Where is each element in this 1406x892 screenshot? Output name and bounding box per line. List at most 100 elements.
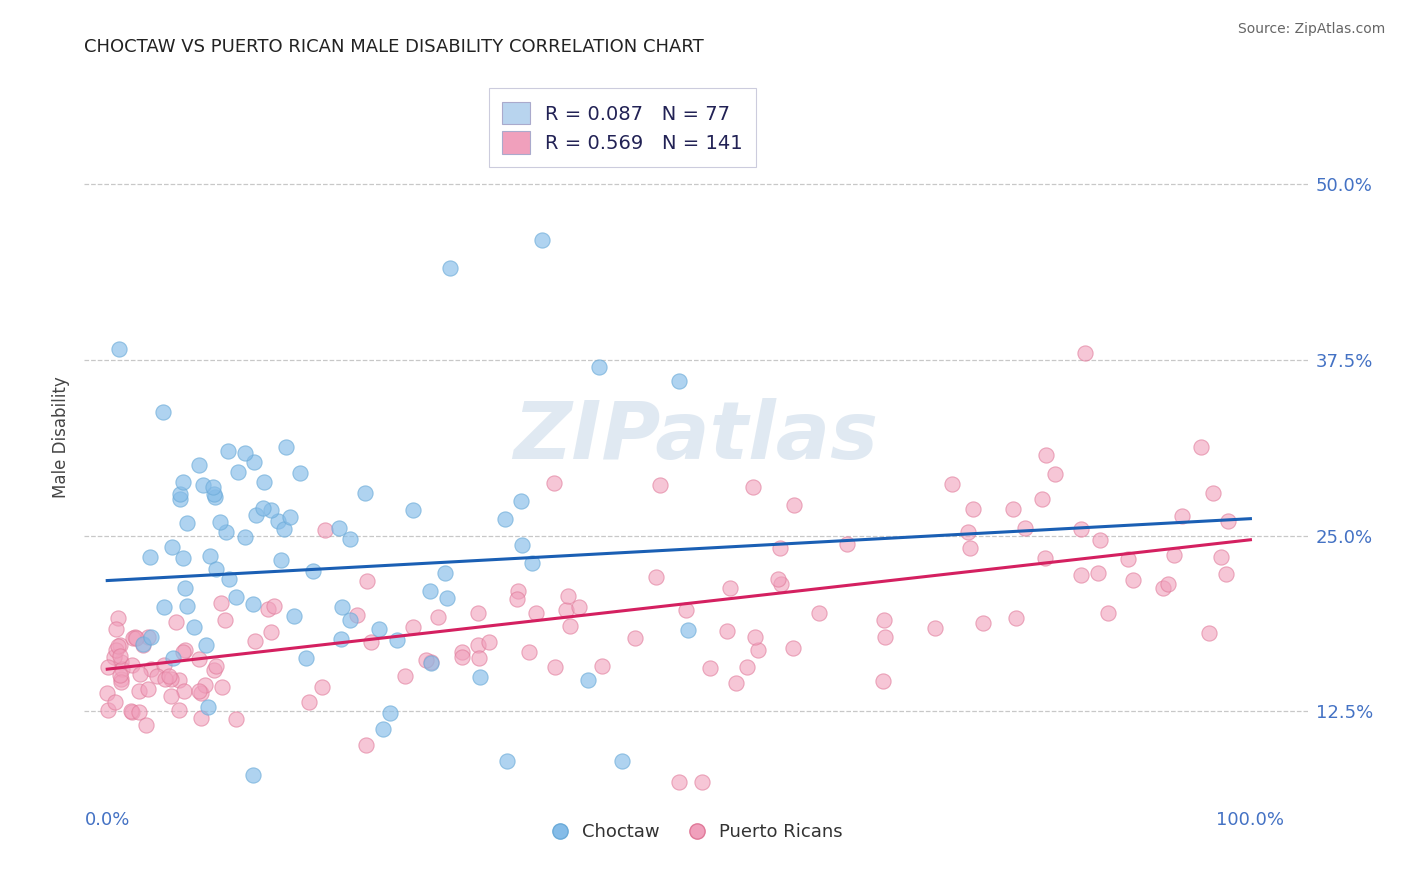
Point bbox=[108, 342, 131, 356]
Point bbox=[153, 657, 176, 672]
Point bbox=[568, 600, 591, 615]
Point bbox=[167, 703, 190, 717]
Point bbox=[274, 440, 297, 454]
Point bbox=[467, 606, 489, 620]
Point bbox=[124, 631, 146, 645]
Point bbox=[294, 650, 316, 665]
Point bbox=[1087, 566, 1109, 581]
Point bbox=[260, 624, 283, 639]
Point bbox=[167, 673, 190, 687]
Point bbox=[468, 670, 491, 684]
Point bbox=[108, 639, 131, 653]
Point bbox=[311, 680, 333, 694]
Point bbox=[152, 405, 174, 419]
Point bbox=[668, 374, 690, 388]
Point bbox=[301, 565, 323, 579]
Point bbox=[873, 630, 896, 644]
Point bbox=[1043, 467, 1066, 481]
Point bbox=[260, 502, 283, 516]
Point bbox=[135, 718, 157, 732]
Point bbox=[202, 663, 225, 677]
Point bbox=[107, 640, 129, 654]
Point bbox=[402, 620, 425, 634]
Point bbox=[270, 553, 292, 567]
Point bbox=[329, 632, 352, 647]
Point bbox=[558, 619, 581, 633]
Point bbox=[128, 683, 150, 698]
Point bbox=[103, 695, 125, 709]
Text: CHOCTAW VS PUERTO RICAN MALE DISABILITY CORRELATION CHART: CHOCTAW VS PUERTO RICAN MALE DISABILITY … bbox=[84, 38, 704, 56]
Point bbox=[1073, 345, 1095, 359]
Point bbox=[110, 674, 132, 689]
Point bbox=[1216, 514, 1239, 528]
Point bbox=[769, 541, 792, 556]
Point bbox=[176, 599, 198, 613]
Point bbox=[169, 487, 191, 501]
Text: Source: ZipAtlas.com: Source: ZipAtlas.com bbox=[1237, 22, 1385, 37]
Point bbox=[173, 684, 195, 698]
Point bbox=[226, 465, 249, 479]
Point bbox=[676, 623, 699, 637]
Point bbox=[718, 581, 741, 595]
Point bbox=[139, 662, 162, 676]
Point bbox=[1014, 521, 1036, 535]
Point bbox=[198, 549, 221, 563]
Point bbox=[506, 583, 529, 598]
Point bbox=[172, 475, 194, 489]
Point bbox=[218, 572, 240, 586]
Point bbox=[173, 581, 195, 595]
Point bbox=[354, 739, 377, 753]
Point bbox=[314, 523, 336, 537]
Point bbox=[1031, 491, 1053, 506]
Point bbox=[103, 649, 125, 664]
Point bbox=[436, 591, 458, 605]
Point bbox=[782, 640, 804, 655]
Point bbox=[356, 574, 378, 588]
Point bbox=[517, 645, 540, 659]
Point bbox=[610, 754, 633, 768]
Point bbox=[699, 661, 721, 675]
Point bbox=[110, 673, 132, 687]
Point bbox=[1171, 509, 1194, 524]
Point bbox=[288, 467, 311, 481]
Point bbox=[433, 566, 456, 581]
Point bbox=[139, 550, 162, 565]
Point bbox=[451, 645, 474, 659]
Point bbox=[1116, 552, 1139, 566]
Point bbox=[283, 609, 305, 624]
Point bbox=[835, 537, 858, 551]
Point bbox=[420, 656, 443, 670]
Point bbox=[141, 630, 163, 644]
Point bbox=[624, 632, 647, 646]
Point bbox=[506, 592, 529, 607]
Point bbox=[768, 572, 790, 586]
Point bbox=[204, 490, 226, 504]
Point bbox=[162, 650, 184, 665]
Point bbox=[557, 589, 579, 603]
Point bbox=[187, 683, 209, 698]
Point bbox=[107, 611, 129, 625]
Point bbox=[328, 521, 350, 535]
Point bbox=[1033, 550, 1056, 565]
Point bbox=[205, 562, 228, 576]
Point bbox=[243, 634, 266, 648]
Point bbox=[266, 514, 288, 528]
Point bbox=[1070, 568, 1092, 582]
Point bbox=[330, 600, 353, 615]
Point bbox=[339, 532, 361, 546]
Point bbox=[1211, 550, 1233, 565]
Point bbox=[104, 643, 127, 657]
Point bbox=[962, 502, 984, 516]
Point bbox=[1005, 611, 1028, 625]
Point bbox=[1189, 440, 1212, 454]
Point bbox=[524, 607, 547, 621]
Point bbox=[225, 590, 247, 604]
Point bbox=[132, 638, 155, 652]
Point bbox=[650, 477, 672, 491]
Point bbox=[233, 530, 256, 544]
Legend: Choctaw, Puerto Ricans: Choctaw, Puerto Ricans bbox=[543, 816, 849, 848]
Point bbox=[122, 632, 145, 646]
Point bbox=[735, 660, 758, 674]
Point bbox=[1198, 625, 1220, 640]
Point bbox=[360, 635, 382, 649]
